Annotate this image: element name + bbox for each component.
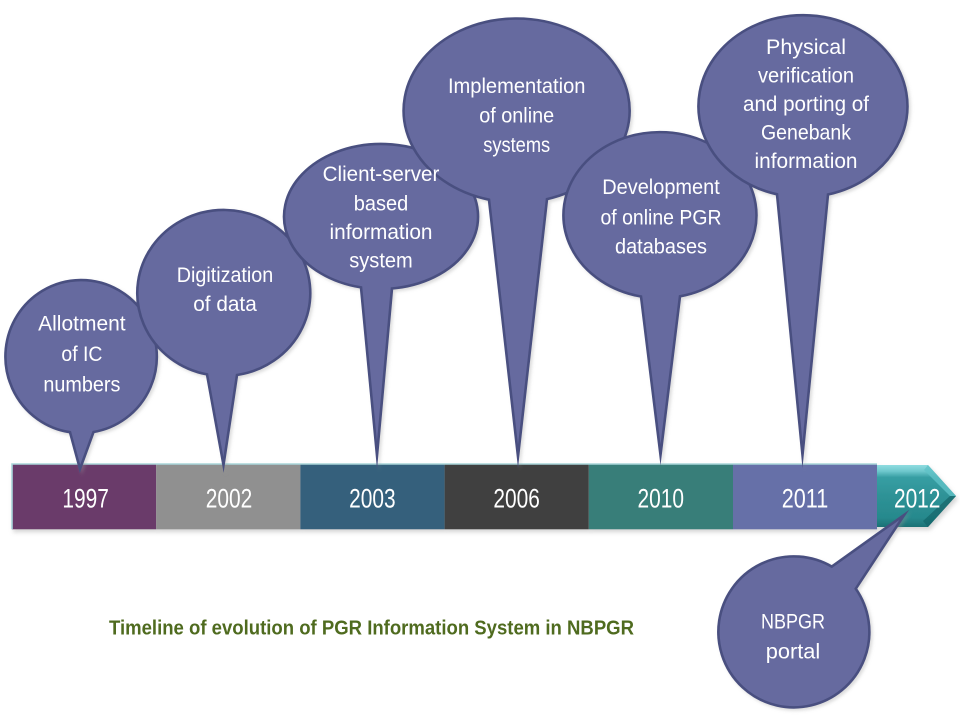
svg-text:2011: 2011 — [782, 484, 829, 514]
svg-text:information: information — [330, 220, 433, 244]
svg-text:of data: of data — [193, 292, 257, 316]
svg-text:Implementation: Implementation — [448, 74, 586, 98]
svg-text:systems: systems — [483, 133, 550, 157]
svg-text:Physical: Physical — [766, 35, 846, 59]
svg-text:and porting of: and porting of — [743, 92, 869, 116]
svg-text:Digitization: Digitization — [177, 263, 274, 287]
svg-text:2002: 2002 — [206, 484, 253, 514]
svg-text:portal: portal — [766, 640, 821, 664]
svg-text:2010: 2010 — [638, 484, 685, 514]
svg-text:Timeline of evolution of PGR I: Timeline of evolution of PGR Information… — [109, 618, 635, 640]
svg-text:information: information — [755, 149, 858, 173]
svg-text:Development: Development — [602, 175, 720, 199]
svg-text:numbers: numbers — [43, 372, 120, 396]
svg-text:of IC: of IC — [61, 342, 102, 366]
svg-text:2003: 2003 — [349, 484, 396, 514]
svg-text:system: system — [349, 249, 413, 273]
svg-text:databases: databases — [615, 234, 707, 258]
svg-text:based: based — [354, 192, 409, 216]
svg-text:Genebank: Genebank — [761, 121, 851, 145]
svg-text:2006: 2006 — [493, 484, 540, 514]
svg-text:verification: verification — [758, 64, 854, 88]
svg-text:2012: 2012 — [894, 484, 941, 514]
svg-text:Client-server: Client-server — [323, 162, 440, 186]
svg-text:NBPGR: NBPGR — [761, 610, 825, 634]
svg-text:of online PGR: of online PGR — [601, 206, 722, 230]
svg-text:Allotment: Allotment — [38, 312, 126, 336]
svg-text:of online: of online — [479, 104, 554, 128]
svg-text:1997: 1997 — [62, 484, 109, 514]
